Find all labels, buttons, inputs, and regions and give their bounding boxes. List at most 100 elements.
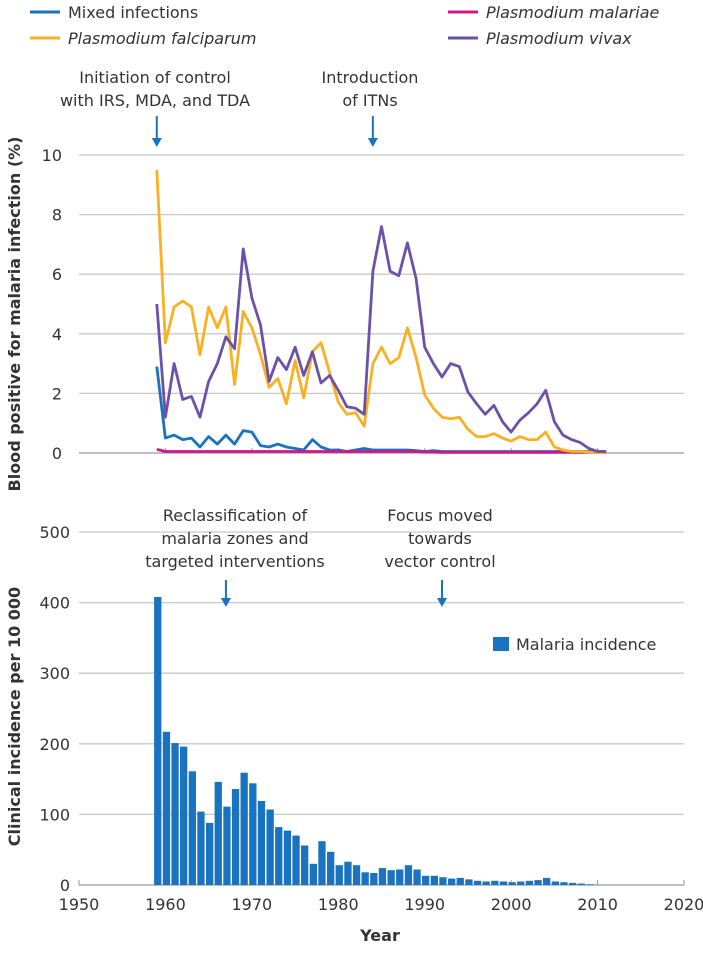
bar [413,869,421,885]
series-line-plasmodium-vivax [155,225,607,453]
bar [456,877,464,885]
bar [352,865,361,885]
bar [569,882,577,885]
bar [180,746,188,885]
bar [491,880,499,885]
legend-label: Plasmodium vivax [486,29,632,48]
arrow-head [367,138,378,147]
incidence-bar-chart: 0 100 200 300 400 500 1950 1960 1970 1980 1990 2000… [5,506,703,945]
bar [517,881,525,885]
bar [214,781,222,885]
bar [197,811,205,885]
bar [473,880,482,885]
bar [257,801,266,885]
y-tick-label: 0 [52,444,62,463]
y-tick-label: 100 [39,805,70,824]
legend-label: Plasmodium falciparum [68,29,256,48]
bar [482,881,490,885]
annotation-text: Initiation of control [79,68,231,87]
bar [387,870,395,885]
bar [223,806,231,885]
x-tick-label: 2010 [577,895,618,914]
bar [551,881,559,885]
bar [508,882,516,885]
bar [586,884,594,885]
annotation-text: with IRS, MDA, and TDA [60,91,250,110]
legend-label: Plasmodium malariae [486,3,659,22]
bar [577,883,585,885]
bar [249,783,257,885]
y-tick-label: 300 [39,664,70,683]
annotation-text: Focus moved [387,506,493,525]
series-line-plasmodium-falciparum [155,169,607,455]
series-line-plasmodium-malariae [156,448,607,454]
bar [404,865,413,885]
y-tick-label: 500 [39,523,70,542]
annotation-text: vector control [384,552,495,571]
y-tick-label: 200 [39,735,70,754]
y-tick-label: 8 [52,206,62,225]
bar [396,869,404,885]
annotation-text: Reclassification of [163,506,308,525]
bar [327,851,335,885]
y-tick-label: 0 [60,876,70,895]
y-axis-title: Blood positive for malaria infection (%) [5,137,24,492]
bar [534,880,542,885]
x-tick-label: 2000 [491,895,532,914]
x-tick-label: 1950 [59,895,100,914]
bar [188,771,196,885]
bar [266,809,274,885]
bar [499,881,508,885]
prevalence-line-chart: 0 2 4 6 8 10 Blood positive for malaria infect… [5,68,684,491]
y-tick-label: 2 [52,384,62,403]
bar [543,877,551,885]
bar [283,830,292,885]
x-axis-title: Year [359,926,400,945]
bar [370,873,378,885]
bar [361,872,369,885]
bar [162,731,171,885]
annotation-text: Introduction [322,68,419,87]
y-tick-label: 6 [52,265,62,284]
arrow-head [151,138,162,147]
legend-label: Malaria incidence [516,635,656,654]
bar [171,743,179,885]
bar [525,880,534,885]
y-tick-label: 400 [39,594,70,613]
bar [344,861,352,885]
y-tick-label: 10 [42,146,62,165]
bar [430,875,438,885]
bar [275,827,283,885]
bar [378,868,387,885]
bar [231,789,240,885]
x-tick-label: 1980 [318,895,359,914]
legend-swatch [493,637,509,651]
y-axis-title: Clinical incidence per 10 000 [5,587,24,846]
bar [335,865,343,885]
annotation-text: malaria zones and [161,529,308,548]
bar [560,882,568,885]
y-tick-label: 4 [52,325,62,344]
x-tick-label: 2020 [664,895,703,914]
legend-label: Mixed infections [68,3,198,22]
bar [309,863,317,885]
annotation-text: targeted interventions [145,552,324,571]
x-tick-label: 1960 [145,895,186,914]
bar [465,879,473,885]
bar [240,772,248,885]
arrow-head [220,598,231,607]
legend: Mixed infections Plasmodium malariae Plasm… [30,3,659,48]
bar [439,877,447,885]
x-tick-label: 1970 [231,895,272,914]
bar [206,822,214,885]
x-tick-label: 1990 [404,895,445,914]
bar [292,835,300,885]
annotation-text: of ITNs [342,91,397,110]
bar [448,878,456,885]
bar [318,841,326,885]
bar [301,845,309,885]
bar [154,597,162,885]
annotation-text: towards [408,529,472,548]
arrow-head [437,598,447,607]
